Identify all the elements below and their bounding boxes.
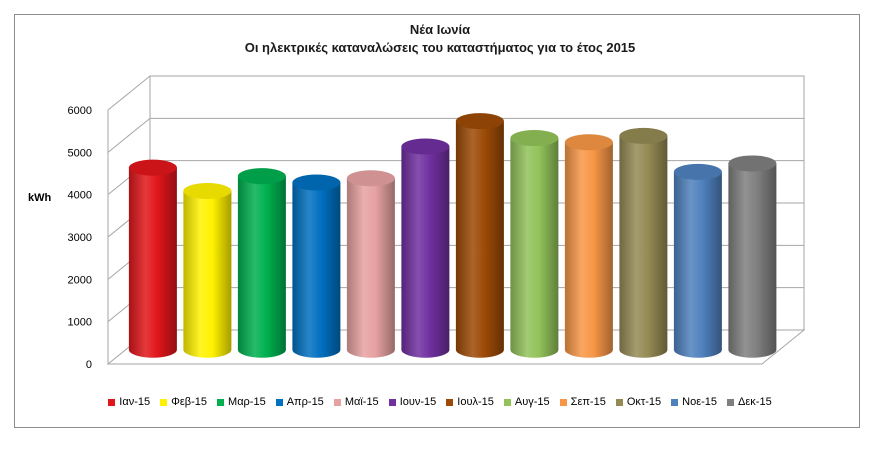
legend-label: Σεπ-15 — [570, 396, 606, 408]
legend-label: Μαϊ-15 — [344, 396, 379, 408]
chart-title: Νέα Ιωνία — [409, 22, 471, 37]
y-axis-label: kWh — [28, 192, 52, 204]
legend-swatch — [108, 398, 116, 406]
legend-label: Αυγ-15 — [514, 396, 550, 408]
legend-swatch — [160, 398, 168, 406]
chart-subtitle: Οι ηλεκτρικές καταναλώσεις του καταστήμα… — [244, 40, 636, 55]
bar-top-Απρ-15 — [292, 174, 341, 191]
bar-Σεπ-15 — [564, 142, 613, 358]
bar-Ιουν-15 — [401, 146, 450, 358]
legend-swatch — [503, 398, 511, 406]
bar-top-Ιαν-15 — [128, 159, 177, 176]
bar-Απρ-15 — [292, 182, 341, 358]
legend-item: Μαϊ-15 — [333, 396, 379, 408]
legend-item: Σεπ-15 — [559, 396, 606, 408]
y-tick-label: 3000 — [68, 232, 92, 244]
bar-top-Νοε-15 — [673, 163, 722, 180]
legend-swatch — [559, 398, 567, 406]
legend-label: Ιουν-15 — [399, 396, 437, 408]
legend-label: Δεκ-15 — [738, 396, 772, 408]
y-tick-label: 1000 — [68, 317, 92, 329]
bar-top-Αυγ-15 — [510, 130, 559, 147]
y-tick-label: 4000 — [68, 190, 92, 202]
legend-label: Φεβ-15 — [171, 396, 208, 408]
legend-item: Απρ-15 — [275, 396, 324, 408]
y-tick-label: 5000 — [68, 147, 92, 159]
legend-swatch — [615, 398, 623, 406]
y-tick-label: 0 — [86, 359, 92, 371]
bar-top-Ιουλ-15 — [455, 113, 504, 130]
legend-swatch — [333, 398, 341, 406]
legend: Ιαν-15 Φεβ-15 Μαρ-15 Απρ-15 Μαϊ-15 Ιουν-15 Ιου… — [0, 396, 880, 408]
legend-label: Οκτ-15 — [626, 396, 662, 408]
legend-item: Ιαν-15 — [108, 396, 150, 408]
legend-swatch — [388, 398, 396, 406]
bar-Μαρ-15 — [237, 176, 286, 358]
legend-item: Νοε-15 — [671, 396, 717, 408]
bar-Μαϊ-15 — [346, 178, 395, 358]
bar-top-Μαρ-15 — [237, 168, 286, 185]
bar-top-Ιουν-15 — [401, 138, 450, 155]
bar-Οκτ-15 — [619, 135, 668, 358]
bar-Νοε-15 — [673, 171, 722, 358]
bar-Φεβ-15 — [183, 190, 232, 358]
bar-Δεκ-15 — [728, 163, 777, 358]
legend-item: Φεβ-15 — [160, 396, 207, 408]
legend-swatch — [727, 398, 735, 406]
legend-label: Νοε-15 — [682, 396, 718, 408]
legend-swatch — [671, 398, 679, 406]
legend-label: Μαρ-15 — [228, 396, 266, 408]
legend-item: Δεκ-15 — [727, 396, 772, 408]
legend-item: Ιουν-15 — [388, 396, 437, 408]
legend-item: Ιουλ-15 — [446, 396, 494, 408]
legend-item: Αυγ-15 — [503, 396, 550, 408]
bar-Ιαν-15 — [128, 167, 177, 358]
legend-label: Απρ-15 — [286, 396, 324, 408]
bar-top-Σεπ-15 — [564, 134, 613, 151]
gridline — [107, 117, 804, 153]
legend-label: Ιουλ-15 — [457, 396, 494, 408]
legend-item: Μαρ-15 — [217, 396, 266, 408]
bar-Ιουλ-15 — [455, 121, 504, 358]
legend-label: Ιαν-15 — [119, 396, 151, 408]
legend-swatch — [275, 398, 283, 406]
legend-item: Οκτ-15 — [615, 396, 662, 408]
legend-swatch — [446, 398, 454, 406]
bar-top-Οκτ-15 — [619, 127, 668, 144]
y-tick-label: 6000 — [68, 105, 92, 117]
bar-top-Μαϊ-15 — [346, 170, 395, 187]
bar-top-Δεκ-15 — [728, 155, 777, 172]
y-tick-label: 2000 — [68, 274, 92, 286]
bar-top-Φεβ-15 — [183, 182, 232, 199]
gridline — [107, 75, 804, 111]
bar-Αυγ-15 — [510, 138, 559, 358]
legend-swatch — [217, 398, 225, 406]
